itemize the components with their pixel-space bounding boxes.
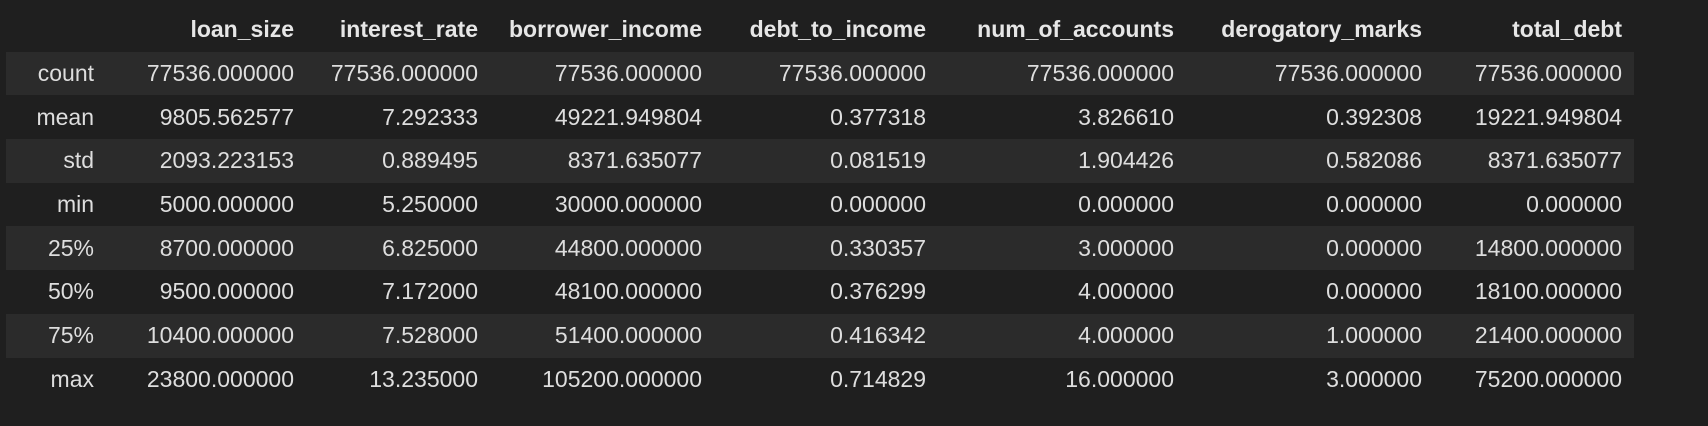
table-cell: 0.376299 <box>830 278 926 305</box>
table-cell: 77536.000000 <box>1026 60 1174 87</box>
row-label: std <box>63 147 94 174</box>
table-cell: 1.000000 <box>1326 322 1422 349</box>
table-cell: 0.416342 <box>830 322 926 349</box>
table-cell: 0.000000 <box>1326 234 1422 261</box>
table-cell: 7.172000 <box>382 278 478 305</box>
row-label: 25% <box>47 234 94 261</box>
table-cell: 0.714829 <box>830 365 926 392</box>
table-cell: 4.000000 <box>1078 322 1174 349</box>
column-header-derogatory-marks: derogatory_marks <box>1186 8 1434 52</box>
table-cell: 48100.000000 <box>554 278 702 305</box>
table-cell: 8700.000000 <box>159 234 294 261</box>
column-header-borrower-income: borrower_income <box>490 8 714 52</box>
table-cell: 1.904426 <box>1078 147 1174 174</box>
table-cell: 77536.000000 <box>554 60 702 87</box>
table-cell: 0.377318 <box>830 103 926 130</box>
row-label: 75% <box>47 322 94 349</box>
table-cell: 9500.000000 <box>159 278 294 305</box>
table-cell: 3.000000 <box>1078 234 1174 261</box>
table-cell: 8371.635077 <box>567 147 702 174</box>
table-row-min: min 5000.000000 5.250000 30000.000000 0.… <box>6 182 1634 227</box>
table-cell: 5.250000 <box>382 191 478 218</box>
table-cell: 4.000000 <box>1078 278 1174 305</box>
table-cell: 51400.000000 <box>554 322 702 349</box>
row-label: mean <box>36 103 94 130</box>
table-header: loan_size interest_rate borrower_income … <box>6 8 1634 52</box>
table-cell: 77536.000000 <box>1274 60 1422 87</box>
table-cell: 13.235000 <box>369 365 478 392</box>
table-cell: 21400.000000 <box>1474 322 1622 349</box>
table-cell: 3.000000 <box>1326 365 1422 392</box>
table-row-max: max 23800.000000 13.235000 105200.000000… <box>6 357 1634 402</box>
table-cell: 23800.000000 <box>146 365 294 392</box>
table-cell: 14800.000000 <box>1474 234 1622 261</box>
table-cell: 16.000000 <box>1065 365 1174 392</box>
column-header-debt-to-income: debt_to_income <box>714 8 938 52</box>
describe-dataframe-table: loan_size interest_rate borrower_income … <box>6 8 1634 402</box>
row-label: count <box>37 60 94 87</box>
table-row-25pct: 25% 8700.000000 6.825000 44800.000000 0.… <box>6 226 1634 271</box>
column-header-loan-size: loan_size <box>106 8 306 52</box>
table-row-50pct: 50% 9500.000000 7.172000 48100.000000 0.… <box>6 270 1634 314</box>
table-cell: 6.825000 <box>382 234 478 261</box>
index-header-cell <box>6 8 106 52</box>
row-label: min <box>56 191 94 218</box>
table-row-mean: mean 9805.562577 7.292333 49221.949804 0… <box>6 95 1634 140</box>
table-cell: 5000.000000 <box>159 191 294 218</box>
table-cell: 44800.000000 <box>554 234 702 261</box>
table-cell: 7.528000 <box>382 322 478 349</box>
table-cell: 0.392308 <box>1326 103 1422 130</box>
table-cell: 0.000000 <box>830 191 926 218</box>
table-cell: 0.000000 <box>1078 191 1174 218</box>
table-row-std: std 2093.223153 0.889495 8371.635077 0.0… <box>6 139 1634 183</box>
table-cell: 77536.000000 <box>778 60 926 87</box>
table-body: count 77536.000000 77536.000000 77536.00… <box>6 51 1634 402</box>
table-cell: 0.081519 <box>830 147 926 174</box>
table-row-count: count 77536.000000 77536.000000 77536.00… <box>6 51 1634 96</box>
table-cell: 0.330357 <box>830 234 926 261</box>
table-cell: 18100.000000 <box>1474 278 1622 305</box>
table-cell: 8371.635077 <box>1487 147 1622 174</box>
table-cell: 77536.000000 <box>330 60 478 87</box>
table-cell: 77536.000000 <box>146 60 294 87</box>
table-cell: 10400.000000 <box>146 322 294 349</box>
row-label: max <box>50 365 94 392</box>
table-cell: 0.000000 <box>1326 278 1422 305</box>
table-cell: 7.292333 <box>382 103 478 130</box>
table-cell: 19221.949804 <box>1474 103 1622 130</box>
table-cell: 105200.000000 <box>542 365 702 392</box>
table-cell: 49221.949804 <box>554 103 702 130</box>
column-header-total-debt: total_debt <box>1434 8 1634 52</box>
column-header-num-of-accounts: num_of_accounts <box>938 8 1186 52</box>
table-cell: 9805.562577 <box>159 103 294 130</box>
table-row-75pct: 75% 10400.000000 7.528000 51400.000000 0… <box>6 313 1634 358</box>
table-cell: 2093.223153 <box>159 147 294 174</box>
table-cell: 3.826610 <box>1078 103 1174 130</box>
table-cell: 75200.000000 <box>1474 365 1622 392</box>
table-cell: 77536.000000 <box>1474 60 1622 87</box>
table-cell: 0.582086 <box>1326 147 1422 174</box>
column-header-interest-rate: interest_rate <box>306 8 490 52</box>
row-label: 50% <box>47 278 94 305</box>
header-row: loan_size interest_rate borrower_income … <box>6 8 1634 52</box>
table-cell: 0.000000 <box>1526 191 1622 218</box>
table-cell: 30000.000000 <box>554 191 702 218</box>
table-cell: 0.889495 <box>382 147 478 174</box>
table-cell: 0.000000 <box>1326 191 1422 218</box>
